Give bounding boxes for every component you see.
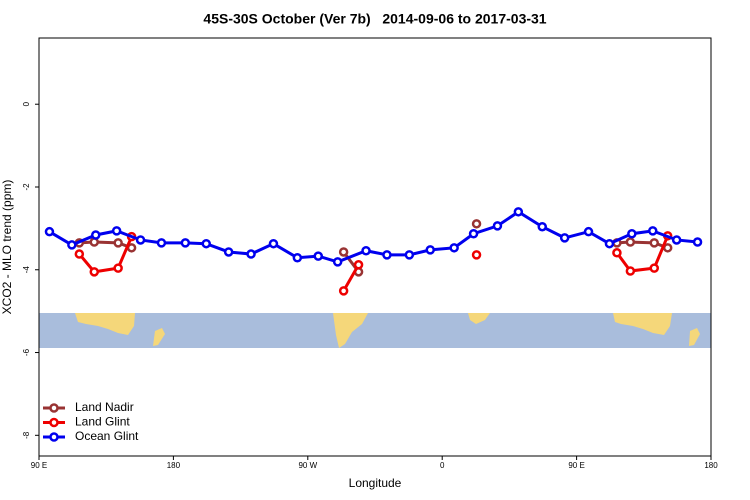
legend-marker bbox=[49, 432, 59, 442]
point bbox=[113, 238, 123, 248]
point bbox=[90, 230, 101, 240]
legend-label: Ocean Glint bbox=[75, 429, 139, 443]
point bbox=[135, 235, 146, 245]
point bbox=[449, 243, 459, 253]
point bbox=[246, 249, 256, 259]
point bbox=[113, 263, 123, 273]
point bbox=[692, 237, 703, 247]
point bbox=[338, 247, 349, 257]
point bbox=[353, 260, 364, 270]
point bbox=[89, 267, 100, 277]
legend-label: Land Glint bbox=[75, 415, 130, 429]
y-axis-label: XCO2 - MLO trend (ppm) bbox=[0, 180, 14, 315]
point bbox=[471, 250, 482, 260]
y-tick-label: -8 bbox=[22, 431, 31, 439]
x-tick-label: 90 E bbox=[31, 461, 47, 470]
legend-marker bbox=[49, 417, 59, 428]
point bbox=[425, 245, 436, 255]
point bbox=[492, 221, 503, 231]
point bbox=[625, 237, 636, 247]
chart-title: 45S-30S October (Ver 7b) 2014-09-06 to 2… bbox=[203, 11, 546, 27]
x-tick-label: 180 bbox=[704, 461, 718, 470]
series-line bbox=[79, 240, 669, 273]
point bbox=[671, 235, 682, 245]
point bbox=[468, 229, 479, 239]
point bbox=[625, 266, 636, 276]
x-tick-label: 180 bbox=[167, 461, 181, 470]
series-line bbox=[48, 210, 698, 264]
point bbox=[74, 249, 85, 259]
y-tick-label: 0 bbox=[22, 101, 31, 106]
x-tick-label: 0 bbox=[440, 461, 445, 470]
point bbox=[44, 226, 55, 237]
point bbox=[649, 263, 660, 273]
point bbox=[338, 286, 349, 296]
point bbox=[156, 238, 167, 248]
point bbox=[471, 219, 482, 229]
point bbox=[612, 248, 622, 258]
point bbox=[111, 226, 122, 236]
point bbox=[67, 240, 77, 250]
point bbox=[361, 245, 371, 256]
point bbox=[583, 226, 594, 237]
x-tick-label: 90 W bbox=[298, 461, 317, 470]
plot-frame bbox=[38, 37, 712, 457]
point bbox=[649, 238, 660, 248]
point bbox=[268, 238, 279, 249]
point bbox=[559, 233, 570, 243]
point bbox=[648, 226, 658, 236]
y-tick-label: -6 bbox=[22, 348, 31, 356]
point bbox=[292, 253, 303, 263]
y-tick-label: -4 bbox=[22, 266, 31, 274]
point bbox=[382, 250, 392, 260]
map-strip bbox=[39, 313, 711, 348]
point bbox=[604, 238, 615, 249]
point bbox=[513, 207, 524, 217]
legend-marker bbox=[49, 403, 59, 413]
point bbox=[404, 250, 415, 260]
series-line bbox=[78, 235, 670, 292]
point bbox=[332, 257, 343, 267]
point bbox=[201, 238, 212, 249]
point bbox=[537, 221, 548, 232]
x-axis-label: Longitude bbox=[349, 476, 402, 490]
point bbox=[313, 251, 324, 261]
point bbox=[180, 238, 191, 248]
x-tick-label: 90 E bbox=[568, 461, 584, 470]
y-tick-label: -2 bbox=[22, 183, 31, 191]
point bbox=[627, 229, 637, 239]
point bbox=[223, 247, 234, 257]
legend-label: Land Nadir bbox=[75, 400, 134, 414]
